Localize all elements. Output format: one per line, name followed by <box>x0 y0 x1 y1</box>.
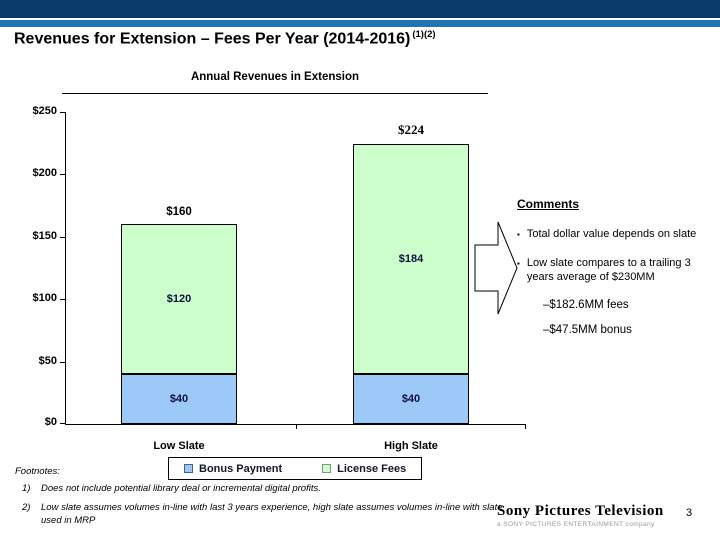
chart-title: Annual Revenues in Extension <box>190 71 360 83</box>
category-label-low-slate: Low Slate <box>153 440 205 452</box>
slide-title-superscript: (1)(2) <box>412 29 436 40</box>
segment-value-label: $184 <box>398 253 424 266</box>
footnotes-label: Footnotes: <box>15 466 60 477</box>
page-number: 3 <box>686 507 693 519</box>
comment-text: Low slate compares to a trailing 3 years… <box>526 256 691 284</box>
y-axis-tick: $200 <box>33 167 66 179</box>
segment-value-label: $120 <box>166 293 192 306</box>
legend-label: Bonus Payment <box>199 462 283 475</box>
y-axis-label: $100 <box>32 292 57 304</box>
segment-value-label: $40 <box>401 393 421 406</box>
logo-name: Sony Pictures Television <box>497 503 664 519</box>
y-axis-tick: $150 <box>33 230 66 242</box>
y-axis-label: $250 <box>32 105 57 117</box>
segment-bonus-payment: $40 <box>353 374 469 424</box>
footnote-number: 2) <box>22 501 31 513</box>
sony-pictures-television-logo: Sony Pictures Television a SONY PICTURES… <box>497 503 664 528</box>
y-axis-label: $150 <box>32 230 57 242</box>
y-axis-label: $50 <box>38 355 57 367</box>
footnote-text: Low slate assumes volumes in-line with l… <box>41 501 503 526</box>
footnote-item: 1) Does not include potential library de… <box>22 483 514 496</box>
footnote-item: 2) Low slate assumes volumes in-line wit… <box>22 502 514 528</box>
slide-title-text: Revenues for Extension – Fees Per Year (… <box>14 30 411 48</box>
category-label-high-slate: High Slate <box>384 440 438 452</box>
comment-subitem: –$47.5MM bonus <box>543 323 632 336</box>
top-banner-blue <box>0 20 720 27</box>
y-axis-label: $200 <box>32 167 57 179</box>
footnote-number: 1) <box>22 483 31 494</box>
comment-bullet: ▪ Low slate compares to a trailing 3 yea… <box>517 256 714 285</box>
chart-title-underline <box>62 93 488 94</box>
bar-total-label: $160 <box>166 206 192 219</box>
y-axis-tick: $50 <box>39 355 66 367</box>
footnotes: 1) Does not include potential library de… <box>22 483 514 533</box>
bar-low-slate: $160 $120 $40 <box>121 206 237 424</box>
y-axis-tick: $100 <box>33 292 66 304</box>
segment-value-label: $40 <box>169 393 189 406</box>
y-axis-label: $0 <box>44 416 57 428</box>
x-axis-tick <box>296 424 297 429</box>
legend-item-license-fees: License Fees <box>322 463 406 475</box>
top-banner-navy <box>0 0 720 18</box>
comments-panel: Comments ▪ Total dollar value depends on… <box>517 197 714 336</box>
bullet-icon: ▪ <box>517 230 520 239</box>
legend-label: License Fees <box>337 462 407 475</box>
chart-legend: Bonus Payment License Fees <box>168 457 422 480</box>
chart-plot-area: $250 $200 $150 $100 $50 $0 $160 $120 $40… <box>33 105 526 452</box>
comments-heading: Comments <box>517 197 580 211</box>
block-arrow-right-icon <box>474 221 518 315</box>
legend-swatch-green-icon <box>322 464 332 473</box>
comment-bullet: ▪ Total dollar value depends on slate <box>517 227 714 242</box>
y-axis-tick: $250 <box>33 105 66 117</box>
x-axis-tick <box>525 424 526 429</box>
legend-item-bonus-payment: Bonus Payment <box>184 463 282 475</box>
segment-license-fees: $120 <box>121 224 237 375</box>
footnote-text: Does not include potential library deal … <box>41 483 321 494</box>
comment-text: Total dollar value depends on slate <box>526 228 697 240</box>
comment-subitem: –$182.6MM fees <box>543 298 629 311</box>
y-axis-tick: $0 <box>45 416 66 428</box>
logo-subtext: a SONY PICTURES ENTERTAINMENT company <box>497 521 655 528</box>
slide-title: Revenues for Extension – Fees Per Year (… <box>14 29 436 48</box>
bar-high-slate: $224 $184 $40 <box>353 122 469 424</box>
bullet-icon: ▪ <box>517 258 520 268</box>
segment-bonus-payment: $40 <box>121 374 237 424</box>
bar-total-label: $224 <box>398 122 424 138</box>
segment-license-fees: $184 <box>353 144 469 375</box>
legend-swatch-blue-icon <box>184 464 193 473</box>
